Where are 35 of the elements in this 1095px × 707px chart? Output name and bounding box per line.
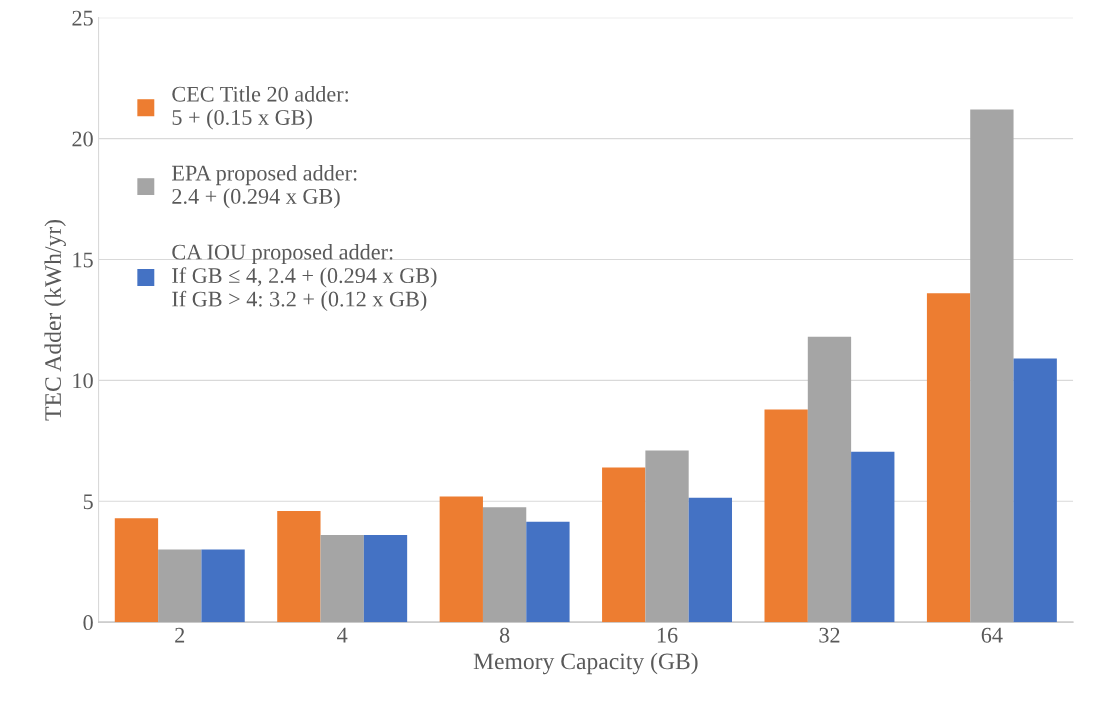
bar <box>320 535 364 623</box>
bar <box>526 521 570 623</box>
y-tick-label: 5 <box>83 494 93 510</box>
bar <box>807 336 852 623</box>
y-axis-title: TEC Adder (kWh/yr) <box>44 219 66 421</box>
x-axis-title: Memory Capacity (GB) <box>473 652 698 675</box>
bar <box>851 451 895 623</box>
legend-label: CEC Title 20 adder: 5 + (0.15 x GB) <box>172 86 348 130</box>
bar <box>688 497 733 623</box>
bar <box>363 535 408 623</box>
bar <box>1013 358 1057 623</box>
x-tick-label: 4 <box>337 627 348 643</box>
y-tick-label: 10 <box>73 373 93 389</box>
x-tick-label: 2 <box>175 627 185 643</box>
y-tick-label: 20 <box>72 131 93 147</box>
bar <box>114 518 159 623</box>
bar <box>158 549 202 623</box>
bar <box>439 496 483 623</box>
x-tick-label: 16 <box>657 627 678 643</box>
y-tick-label: 15 <box>73 252 93 268</box>
y-tick-label: 0 <box>83 615 93 631</box>
y-tick-label: 25 <box>72 10 93 26</box>
bar <box>645 450 689 623</box>
bar <box>970 109 1014 623</box>
legend-label: EPA proposed adder: 2.4 + (0.294 x GB) <box>172 164 357 209</box>
x-tick-label: 8 <box>499 627 510 643</box>
bar <box>926 293 971 623</box>
bar <box>602 467 646 623</box>
legend-label: CA IOU proposed adder: If GB ≤ 4, 2.4 + (0.294 x GB) If GB > 4: 3.2 + (0.12 x GB) <box>172 243 437 312</box>
bar <box>201 549 245 623</box>
x-tick-label: 32 <box>819 627 840 643</box>
bar <box>277 510 321 623</box>
bar <box>764 409 808 623</box>
x-tick-label: 64 <box>981 627 1003 643</box>
bar <box>482 507 527 623</box>
